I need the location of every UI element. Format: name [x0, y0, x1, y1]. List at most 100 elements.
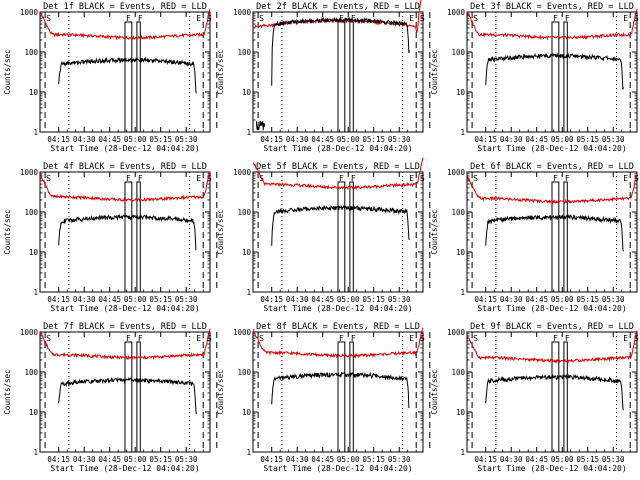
marker-label-start: S [259, 334, 264, 343]
x-axis-label: Start Time (28-Dec-12 04:04:20) [50, 464, 199, 473]
x-tick-label: 05:00 [124, 295, 147, 304]
series-lld-line [39, 171, 211, 203]
x-tick-label: 05:00 [124, 135, 147, 144]
series-events-line [485, 52, 624, 90]
y-tick-label: 100 [24, 368, 38, 377]
marker-label-fast: F [565, 14, 570, 23]
series-events-line [58, 376, 197, 415]
y-tick-label: 1 [33, 128, 38, 137]
marker-label-fast: F [553, 14, 558, 23]
fast-window-box [124, 341, 133, 453]
fast-window-box [563, 181, 568, 293]
panel-title: Det 1f BLACK = Events, RED = LLD [43, 2, 207, 12]
y-tick-label: 10 [29, 408, 39, 417]
panel-2: Det 2f BLACK = Events, RED = LLD Counts/s… [216, 0, 431, 153]
x-tick-label: 05:00 [337, 455, 360, 464]
y-tick-label: 1 [246, 448, 251, 457]
x-tick-label: 05:00 [551, 295, 574, 304]
fast-window-box [136, 181, 141, 293]
y-tick-label: 1 [246, 288, 251, 297]
marker-label-end: E [196, 14, 201, 23]
x-tick-label: 04:30 [286, 455, 309, 464]
x-axis-label: Start Time (28-Dec-12 04:04:20) [477, 144, 626, 153]
x-tick-label: 05:30 [175, 455, 198, 464]
marker-label-end-s: S [420, 14, 425, 23]
marker-label-fast: F [339, 334, 344, 343]
x-tick-label: 04:30 [286, 135, 309, 144]
fast-window-box [551, 181, 560, 293]
x-tick-label: 05:00 [337, 295, 360, 304]
marker-label-fast: F [351, 334, 356, 343]
panel-1: Det 1f BLACK = Events, RED = LLD Counts/s… [3, 2, 218, 153]
y-tick-label: 100 [24, 48, 38, 57]
x-tick-label: 05:00 [337, 135, 360, 144]
x-tick-label: 04:30 [73, 135, 96, 144]
x-axis-label: Start Time (28-Dec-12 04:04:20) [477, 464, 626, 473]
series-lld-line [466, 9, 638, 41]
x-tick-label: 05:15 [149, 455, 172, 464]
x-tick-label: 04:30 [500, 455, 523, 464]
x-tick-label: 05:15 [576, 455, 599, 464]
series-events-early [255, 120, 266, 131]
fast-window-box [349, 341, 354, 453]
y-axis-label: Counts/sec [216, 49, 225, 94]
y-tick-label: 100 [24, 208, 38, 217]
x-tick-label: 05:15 [362, 135, 385, 144]
x-tick-label: 04:30 [500, 135, 523, 144]
marker-label-fast: F [351, 174, 356, 183]
x-tick-label: 04:30 [500, 295, 523, 304]
y-tick-label: 1 [33, 448, 38, 457]
marker-label-end: E [409, 14, 414, 23]
marker-label-fast: F [126, 174, 131, 183]
x-tick-label: 04:15 [260, 135, 283, 144]
series-events-line [485, 214, 624, 252]
marker-label-end-s: S [634, 174, 639, 183]
y-tick-label: 1000 [233, 8, 252, 17]
panel-9: Det 9f BLACK = Events, RED = LLD Counts/s… [430, 322, 639, 473]
x-tick-label: 04:15 [474, 135, 497, 144]
x-tick-label: 04:15 [47, 135, 70, 144]
y-tick-label: 10 [242, 88, 252, 97]
x-tick-label: 04:45 [98, 135, 121, 144]
marker-label-end-s: S [207, 14, 212, 23]
y-tick-label: 100 [451, 208, 465, 217]
marker-label-fast: F [553, 334, 558, 343]
y-tick-label: 100 [237, 48, 251, 57]
fast-window-box [349, 21, 354, 133]
panel-title: Det 2f BLACK = Events, RED = LLD [256, 2, 420, 12]
x-tick-label: 04:30 [286, 295, 309, 304]
marker-label-start: S [473, 174, 478, 183]
series-lld-line [466, 173, 638, 205]
x-axis-label: Start Time (28-Dec-12 04:04:20) [477, 304, 626, 313]
y-tick-label: 1000 [20, 8, 39, 17]
panel-3: Det 3f BLACK = Events, RED = LLD Counts/s… [430, 2, 639, 153]
marker-label-fast: F [339, 14, 344, 23]
x-tick-label: 04:45 [525, 295, 548, 304]
x-tick-label: 05:30 [602, 135, 625, 144]
x-tick-label: 05:30 [388, 455, 411, 464]
y-tick-label: 10 [29, 88, 39, 97]
fast-window-box [337, 341, 346, 453]
x-tick-label: 04:30 [73, 295, 96, 304]
panel-title: Det 9f BLACK = Events, RED = LLD [470, 322, 634, 332]
fast-window-box [349, 181, 354, 293]
marker-label-fast: F [126, 14, 131, 23]
x-tick-label: 05:30 [602, 295, 625, 304]
marker-label-fast: F [565, 174, 570, 183]
x-tick-label: 05:30 [175, 135, 198, 144]
marker-label-fast: F [138, 334, 143, 343]
panel-8: Det 8f BLACK = Events, RED = LLD Counts/s… [216, 322, 431, 473]
y-tick-label: 1000 [447, 328, 466, 337]
y-tick-label: 100 [451, 48, 465, 57]
marker-label-fast: F [553, 174, 558, 183]
fast-window-box [337, 181, 346, 293]
marker-label-end-s: S [420, 334, 425, 343]
panel-5: Det 5f BLACK = Events, RED = LLD Counts/s… [216, 157, 431, 313]
x-tick-label: 05:00 [124, 455, 147, 464]
y-tick-label: 1000 [233, 168, 252, 177]
panel-4: Det 4f BLACK = Events, RED = LLD Counts/s… [3, 162, 218, 313]
marker-label-fast: F [138, 14, 143, 23]
x-tick-label: 04:45 [311, 455, 334, 464]
y-tick-label: 10 [456, 88, 466, 97]
